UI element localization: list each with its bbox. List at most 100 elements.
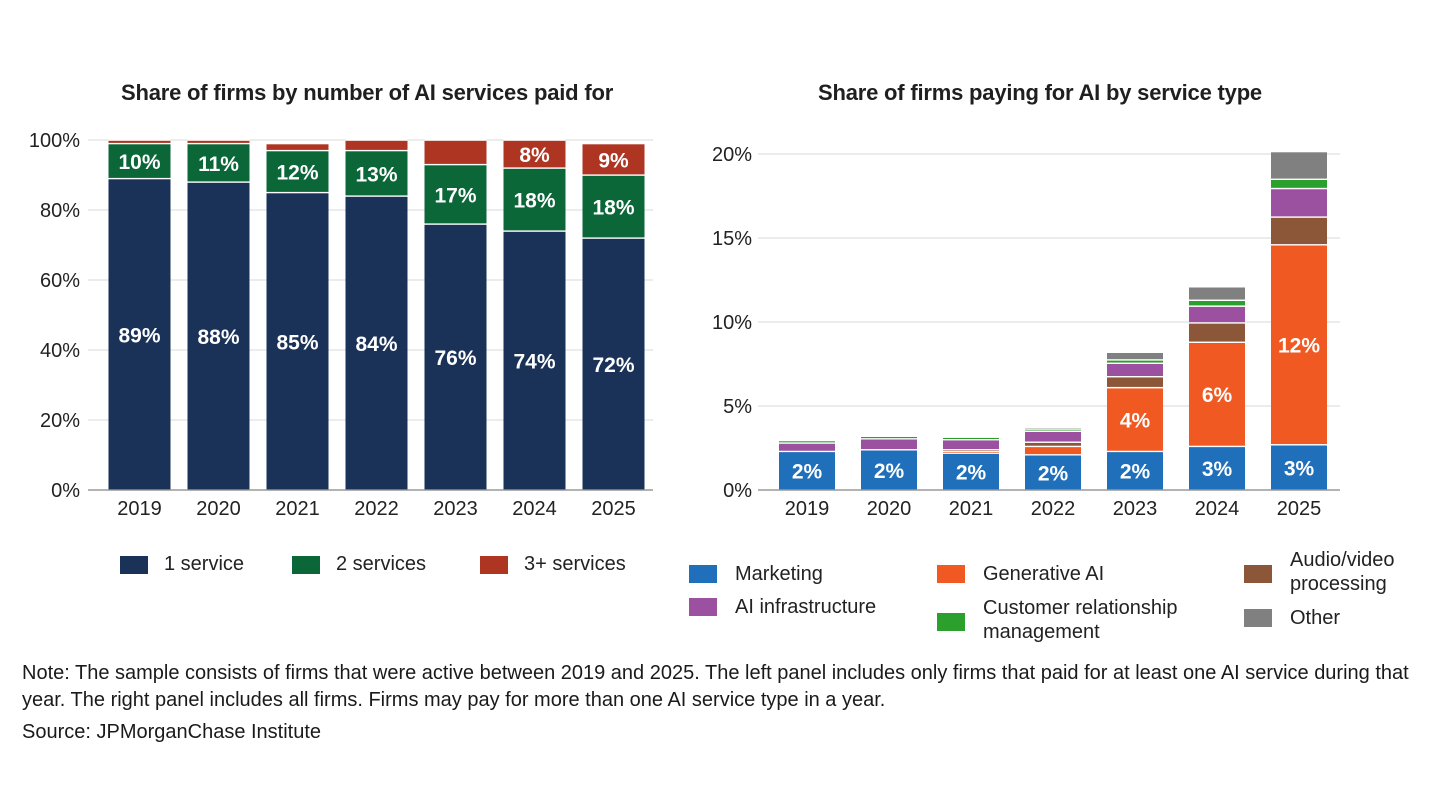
- y-tick-label: 40%: [40, 340, 80, 362]
- bar-segment-1-service-2019: [108, 179, 171, 490]
- legend-swatch-other: [1244, 609, 1272, 627]
- legend-item-audio-video-processing: Audio/video processing: [1244, 548, 1395, 596]
- y-tick-label: 100%: [29, 130, 80, 152]
- bar-segment-2-services-2025: [582, 175, 645, 238]
- bar-segment-marketing-2020: [861, 450, 917, 490]
- bar-segment-generative-ai-2024: [1189, 342, 1245, 446]
- legend-label: 1 service: [164, 553, 245, 575]
- bar-segment-marketing-2025: [1271, 445, 1327, 490]
- data-label: 74%: [513, 351, 555, 374]
- bar-segment-other-2022: [1025, 428, 1081, 430]
- data-label: 18%: [513, 190, 555, 213]
- legend-label-crm: Customer relationship management: [983, 596, 1178, 644]
- bar-segment-marketing-2024: [1189, 446, 1245, 490]
- x-tick-label: 2019: [785, 498, 830, 520]
- x-tick-label: 2021: [949, 498, 994, 520]
- source-text: Source: JPMorganChase Institute: [22, 721, 322, 743]
- bar-segment-ai-infrastructure-2023: [1107, 363, 1163, 376]
- legend-swatch-1-service: [120, 556, 148, 574]
- x-tick-label: 2025: [1277, 498, 1322, 520]
- bar-segment-2-services-2022: [345, 151, 408, 196]
- legend-swatch-crm: [937, 613, 965, 631]
- chart-notes: Note: The sample consists of firms that …: [22, 660, 1422, 746]
- bar-segment-other-2024: [1189, 287, 1245, 300]
- data-label: 12%: [1278, 335, 1320, 358]
- data-label: 3%: [1284, 457, 1315, 480]
- legend-item-customer-relationship-management: Customer relationship management: [937, 596, 1178, 644]
- bar-segment-customer-relationship-management-2024: [1189, 300, 1245, 306]
- bar-segment-ai-infrastructure-2024: [1189, 306, 1245, 323]
- bar-segment-marketing-2023: [1107, 451, 1163, 490]
- bar-segment-2-services-2020: [187, 144, 250, 182]
- data-label: 2%: [1120, 461, 1151, 484]
- x-tick-label: 2023: [433, 498, 478, 520]
- legend-label: Generative AI: [983, 563, 1105, 585]
- y-tick-label: 0%: [723, 480, 752, 502]
- data-label: 9%: [598, 149, 629, 172]
- data-label: 89%: [118, 324, 160, 347]
- bar-segment-marketing-2019: [779, 451, 835, 490]
- legend-item-ai-infrastructure: AI infrastructure: [689, 595, 876, 619]
- x-tick-label: 2025: [591, 498, 636, 520]
- data-label: 88%: [197, 326, 239, 349]
- data-label: 76%: [434, 347, 476, 370]
- data-label: 6%: [1202, 384, 1233, 407]
- legend-label: AI infrastructure: [735, 596, 877, 618]
- legend-swatch-ai-infrastructure: [689, 598, 717, 616]
- bar-segment-ai-infrastructure-2020: [861, 439, 917, 450]
- bar-segment-ai-infrastructure-2022: [1025, 431, 1081, 442]
- bar-segment-generative-ai-2022: [1025, 446, 1081, 455]
- x-tick-label: 2019: [117, 498, 162, 520]
- legend-label: 3+ services: [524, 553, 626, 575]
- x-tick-label: 2022: [1031, 498, 1076, 520]
- legend-swatch-generative-ai: [937, 565, 965, 583]
- legend-label: Other: [1290, 607, 1341, 629]
- bar-segment-audio-video-processing-2021: [943, 450, 999, 452]
- legend-item-marketing: Marketing: [689, 562, 823, 586]
- bar-segment-generative-ai-2021: [943, 451, 999, 453]
- right-chart-title: Share of firms paying for AI by service …: [818, 80, 1262, 105]
- bar-segment-3-services-2023: [424, 140, 487, 164]
- x-tick-label: 2020: [196, 498, 241, 520]
- x-tick-label: 2024: [1195, 498, 1240, 520]
- legend-swatch-audio-video: [1244, 565, 1272, 583]
- legend-item-2-services: 2 services: [292, 552, 426, 576]
- bar-segment-1-service-2020: [187, 182, 250, 490]
- data-label: 13%: [355, 163, 397, 186]
- y-tick-label: 15%: [712, 228, 752, 250]
- y-tick-label: 10%: [712, 312, 752, 334]
- bar-segment-customer-relationship-management-2025: [1271, 179, 1327, 188]
- bar-segment-2-services-2024: [503, 168, 566, 231]
- legend-item-other: Other: [1244, 606, 1340, 630]
- data-label: 18%: [592, 197, 634, 220]
- bar-segment-ai-infrastructure-2019: [779, 443, 835, 451]
- bar-segment-ai-infrastructure-2025: [1271, 189, 1327, 217]
- data-label: 2%: [956, 462, 987, 485]
- bar-segment-3-services-2020: [187, 140, 250, 143]
- y-tick-label: 20%: [40, 410, 80, 432]
- bar-segment-generative-ai-2023: [1107, 388, 1163, 451]
- bar-segment-marketing-2022: [1025, 455, 1081, 490]
- bar-segment-3-services-2024: [503, 140, 566, 168]
- y-tick-label: 5%: [723, 396, 752, 418]
- data-label: 72%: [592, 354, 634, 377]
- bar-segment-1-service-2024: [503, 231, 566, 490]
- legend-label: Marketing: [735, 563, 823, 585]
- y-tick-label: 80%: [40, 200, 80, 222]
- x-tick-label: 2024: [512, 498, 557, 520]
- y-tick-label: 60%: [40, 270, 80, 292]
- data-label: 11%: [198, 153, 239, 176]
- bar-segment-1-service-2023: [424, 224, 487, 490]
- data-label: 8%: [519, 144, 550, 167]
- y-tick-label: 20%: [712, 144, 752, 166]
- bar-segment-1-service-2022: [345, 196, 408, 490]
- bar-segment-2-services-2021: [266, 151, 329, 192]
- bar-segment-3-services-2019: [108, 140, 171, 143]
- x-tick-label: 2023: [1113, 498, 1158, 520]
- bar-segment-marketing-2021: [943, 453, 999, 490]
- legend-swatch-2-services: [292, 556, 320, 574]
- data-label: 3%: [1202, 458, 1233, 481]
- data-label: 2%: [1038, 462, 1069, 485]
- bar-segment-customer-relationship-management-2020: [861, 436, 917, 439]
